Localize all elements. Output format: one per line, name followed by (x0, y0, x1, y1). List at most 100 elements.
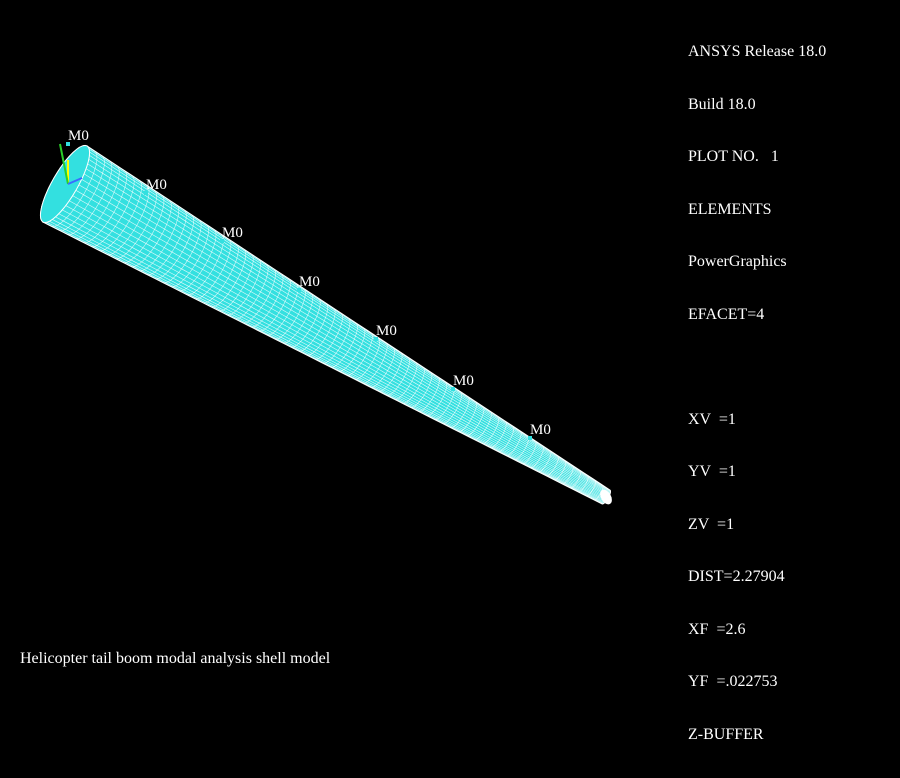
xv-text: XV =1 (688, 410, 736, 428)
mesh-ring (274, 288, 306, 340)
mesh-ring (530, 445, 544, 469)
release-text: ANSYS Release 18.0 (688, 43, 827, 60)
mesh-ring (378, 352, 403, 392)
mass-label: M0 (68, 128, 89, 144)
mesh-ring (258, 278, 291, 332)
mesh-ring (322, 317, 351, 364)
mesh-ring (482, 416, 500, 445)
mass-label: M0 (222, 225, 243, 241)
mesh-ring (466, 406, 485, 436)
mesh-ring (386, 357, 410, 396)
zbuffer-text: Z-BUFFER (688, 725, 764, 743)
mesh-ring (306, 307, 336, 356)
mass-label: M0 (299, 274, 320, 290)
mesh-ring (506, 430, 522, 457)
mesh-ring (314, 312, 343, 360)
mesh-ring (66, 160, 113, 235)
mesh-ring (370, 347, 395, 388)
mass-element-group: M0 M0 M0 M0 M0 M0 M0 (66, 128, 551, 440)
mesh-ring (538, 450, 552, 473)
mass-label: M0 (376, 323, 397, 339)
mesh-ring (562, 465, 574, 485)
tail-boom-mesh (39, 144, 612, 505)
xf-text: XF =2.6 (688, 620, 746, 638)
mesh-ring (202, 244, 239, 304)
zv-text: ZV =1 (688, 515, 735, 533)
mesh-ring (426, 381, 448, 416)
graphics-mode-text: PowerGraphics (688, 253, 787, 270)
plot-info-panel: ANSYS Release 18.0 Build 18.0 PLOT NO. 1… (688, 8, 826, 778)
mass-point-marker (528, 436, 532, 440)
mesh-ring (98, 180, 142, 252)
triad-axis-2 (59, 143, 69, 185)
mesh-ring (146, 209, 187, 276)
mesh-ring (546, 455, 559, 477)
model-view[interactable]: M0 M0 M0 M0 M0 M0 M0 (0, 0, 900, 677)
mesh-ring (58, 155, 105, 231)
mesh-ring (82, 170, 128, 243)
plot-number-text: PLOT NO. 1 (688, 148, 779, 165)
mesh-ring (178, 229, 217, 292)
mesh-ring (234, 263, 269, 320)
plot-type-text: ELEMENTS (688, 200, 772, 218)
mesh-ring (282, 293, 314, 344)
mesh-ring (474, 411, 492, 441)
dist-text: DIST=2.27904 (688, 568, 785, 585)
global-axis-triad (59, 143, 83, 185)
mass-label: M0 (453, 373, 474, 389)
mesh-ring (522, 440, 537, 465)
efacet-text: EFACET=4 (688, 305, 765, 323)
mesh-ring (90, 175, 135, 248)
mesh-ring (154, 214, 195, 280)
mesh-ring (242, 268, 276, 324)
triad-axis-3 (67, 177, 83, 185)
graphics-window[interactable]: M0 M0 M0 M0 M0 M0 M0 ANSYS Release 18.0 Build … (0, 0, 900, 743)
mesh-ring (210, 248, 247, 308)
mesh-ring (554, 460, 567, 481)
mesh-ring (50, 150, 98, 227)
mesh-ring (250, 273, 284, 328)
mesh-ring (490, 421, 507, 449)
mesh-ring (114, 189, 157, 260)
mesh-ring (170, 224, 209, 288)
mesh-ring (162, 219, 202, 284)
mesh-ring (74, 165, 120, 239)
build-text: Build 18.0 (688, 95, 756, 113)
yv-text: YV =1 (688, 463, 736, 480)
mesh-ring (138, 204, 180, 272)
mesh-ring (394, 362, 418, 400)
mesh-ring (450, 396, 470, 428)
mesh-ring (290, 298, 321, 348)
mesh-ring (194, 239, 232, 300)
mesh-ring (577, 475, 589, 493)
boom-root-face (39, 144, 91, 224)
mass-point-marker (374, 337, 378, 341)
mesh-ring (458, 401, 477, 432)
mesh-ring (354, 337, 381, 380)
mesh-ring (130, 199, 172, 268)
mesh-ring (338, 327, 366, 372)
mesh-ring (346, 332, 373, 376)
mass-label: M0 (146, 177, 167, 193)
mass-point-marker (144, 191, 148, 195)
mesh-ring (498, 425, 515, 453)
mass-point-marker (66, 142, 70, 146)
mass-point-marker (451, 387, 455, 391)
mesh-ring (402, 366, 425, 404)
yf-text: YF =.022753 (688, 673, 778, 690)
mesh-ring (410, 371, 433, 408)
mesh-ring (585, 480, 596, 497)
mesh-ring (218, 253, 254, 312)
mesh-ring (442, 391, 462, 424)
plot-title: Helicopter tail boom modal analysis shel… (20, 650, 331, 667)
mass-label: M0 (530, 422, 551, 438)
mass-point-marker (297, 288, 301, 292)
mesh-ring (330, 322, 358, 368)
mesh-ring (418, 376, 440, 412)
boom-tip-cap (600, 489, 612, 505)
mesh-ring (298, 303, 328, 352)
mesh-ring (122, 194, 165, 264)
mass-point-marker (220, 239, 224, 243)
mesh-ring (106, 185, 150, 256)
mesh-ring (569, 470, 582, 489)
